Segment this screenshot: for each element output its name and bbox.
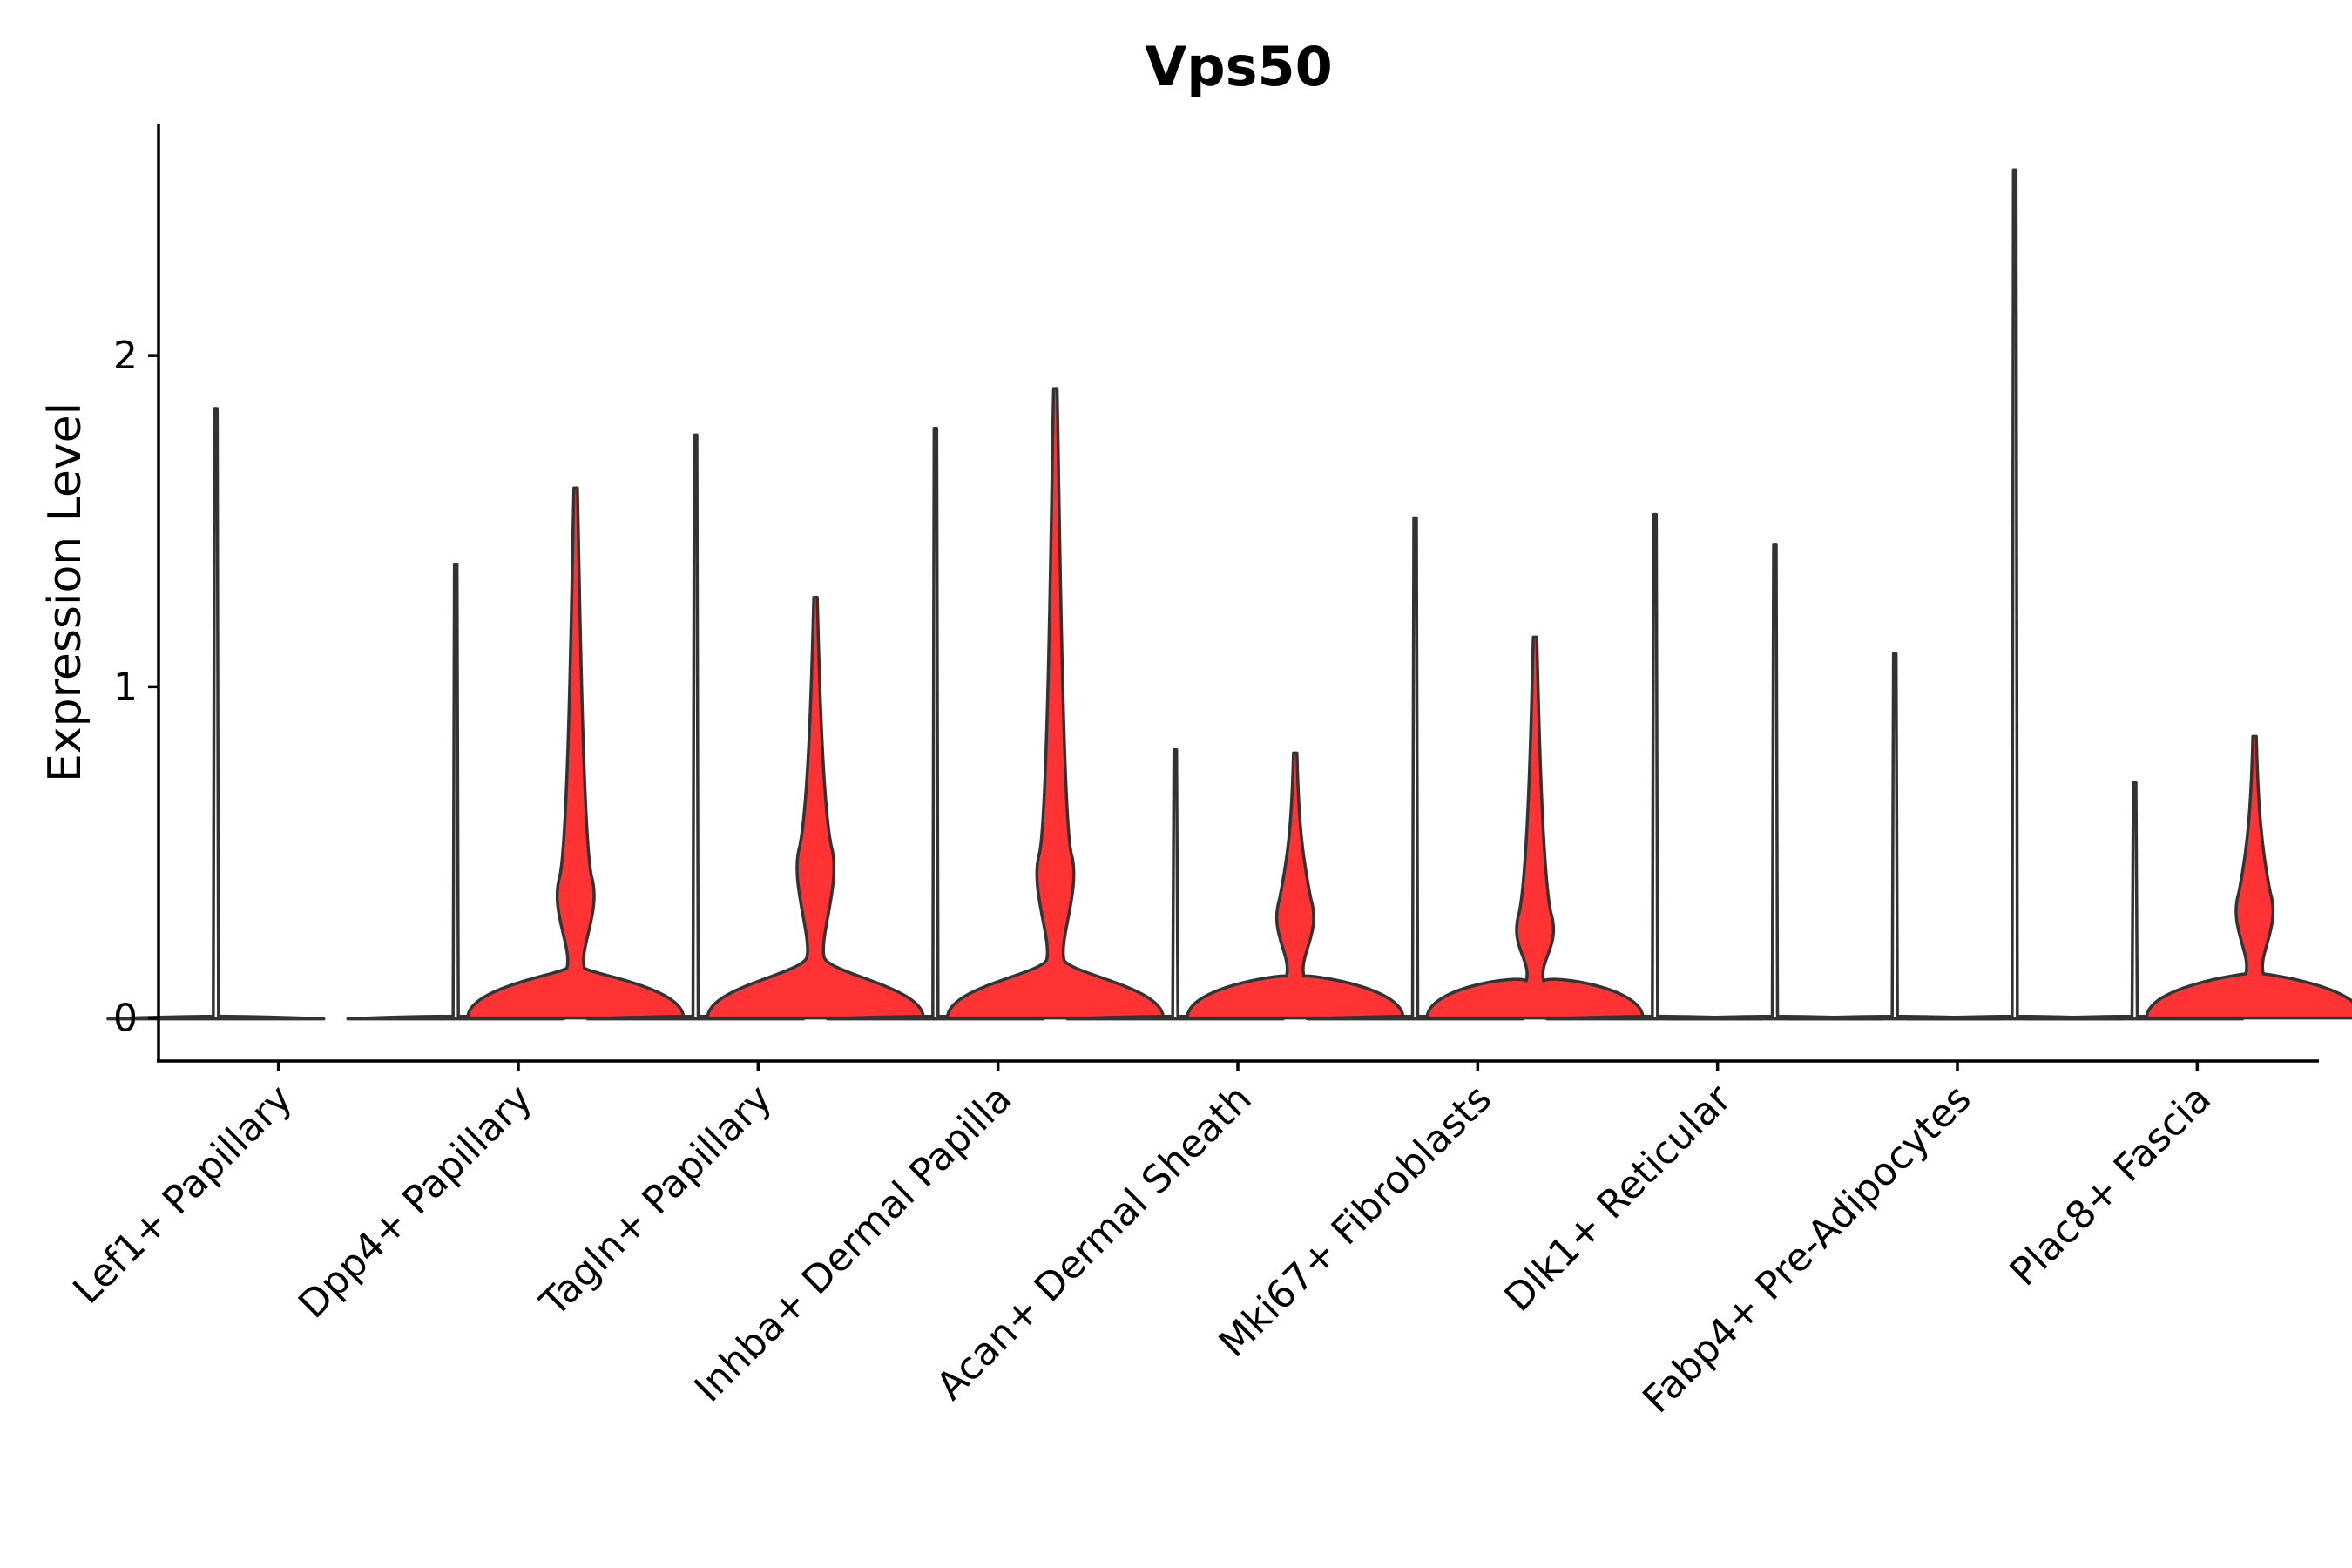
- violin-shape: [1305, 516, 1525, 1021]
- violin-shape: [1905, 168, 2125, 1021]
- violin-shape: [106, 407, 326, 1021]
- y-tick-label: 2: [113, 334, 138, 378]
- violin-shape: [826, 427, 1045, 1021]
- violin-shape: [346, 562, 565, 1021]
- violin-shape: [1545, 512, 1765, 1021]
- violins: [106, 168, 2352, 1021]
- y-tick-label: 1: [113, 665, 138, 709]
- x-tick-label: Dlk1+ Reticular: [1496, 1076, 1740, 1321]
- violin-shape: [466, 486, 686, 1020]
- x-tick-label: Tagln+ Papillary: [531, 1077, 781, 1326]
- violin-shape: [1186, 751, 1405, 1020]
- violin-shape: [2145, 734, 2352, 1020]
- x-tick-label: Mki67+ Fibroblasts: [1211, 1077, 1500, 1366]
- y-axis: 0 1 2: [113, 124, 160, 1061]
- x-tick-label: Dpp4+ Papillary: [290, 1077, 541, 1328]
- y-tick-label: 0: [113, 997, 138, 1041]
- x-tick-label: Plac8+ Fascia: [2002, 1077, 2220, 1295]
- violin-shape: [945, 387, 1166, 1020]
- violin-shape: [1665, 543, 1885, 1021]
- violin-shape: [1785, 652, 2004, 1021]
- x-tick-label: Lef1+ Papillary: [64, 1077, 301, 1313]
- y-axis-label: Expression Level: [39, 402, 91, 782]
- chart-title: Vps50: [1145, 35, 1333, 98]
- violin-shape: [585, 433, 806, 1021]
- violin-shape: [706, 595, 925, 1020]
- violin-shape: [1425, 635, 1645, 1020]
